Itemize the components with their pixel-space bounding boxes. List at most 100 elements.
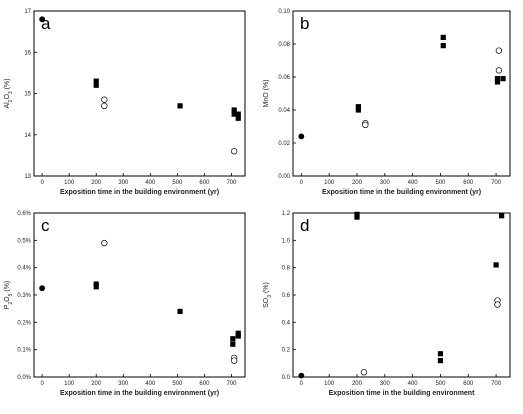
data-point-square xyxy=(440,34,446,40)
data-point-square xyxy=(93,82,99,88)
y-tick-label: 0.0% xyxy=(17,375,31,381)
x-tick-label: 400 xyxy=(145,180,156,186)
data-point-square xyxy=(235,330,241,336)
data-point-square xyxy=(177,308,183,314)
x-tick-label: 200 xyxy=(91,381,102,387)
y-tick-label: 0.06 xyxy=(278,75,290,81)
x-tick-label: 700 xyxy=(491,180,502,186)
panel-letter: b xyxy=(300,14,309,33)
x-tick-label: 500 xyxy=(172,180,183,186)
data-point-open-circle xyxy=(494,301,501,308)
x-tick-label: 0 xyxy=(40,381,44,387)
y-tick-label: 0.2% xyxy=(17,320,31,326)
x-tick-label: 500 xyxy=(435,381,446,387)
x-tick-label: 0 xyxy=(300,381,304,387)
data-point-filled-circle xyxy=(39,16,46,23)
x-tick-label: 700 xyxy=(491,381,502,387)
data-point-open-circle xyxy=(231,148,238,155)
x-tick-label: 300 xyxy=(118,180,129,186)
x-tick-label: 600 xyxy=(199,381,210,387)
data-point-square xyxy=(494,79,501,85)
y-tick-label: 17 xyxy=(24,9,31,15)
data-point-filled-circle xyxy=(39,285,46,292)
y-axis-label: Al2O3 (%) xyxy=(4,78,14,108)
plot-frame xyxy=(33,212,246,378)
y-tick-label: 0.02 xyxy=(278,141,290,147)
panel-a: 0 100 200 300 400 500 600 700 13 14 15 16 17 Expositi… xyxy=(4,9,246,196)
x-tick-label: 300 xyxy=(380,180,391,186)
data-point-square xyxy=(354,214,360,220)
x-tick-label: 600 xyxy=(463,180,474,186)
y-axis-label: MnO (%) xyxy=(263,80,270,108)
x-tick-label: 500 xyxy=(435,180,446,186)
data-point-square xyxy=(499,213,505,219)
data-point-square xyxy=(177,103,183,109)
y-tick-label: 0.4% xyxy=(17,266,31,272)
panel-d: 0 100 200 300 400 500 600 700 0.0 0.2 0.4 0.6 0.8 1.0… xyxy=(263,211,511,397)
panel-letter: d xyxy=(300,216,309,235)
data-point-open-circle xyxy=(360,369,368,376)
y-tick-label: 0.6% xyxy=(17,211,31,217)
y-tick-label: 0.00 xyxy=(278,174,290,180)
y-axis-label: SO3 (%) xyxy=(263,282,273,308)
plot-frame xyxy=(292,212,511,378)
x-tick-label: 600 xyxy=(199,180,210,186)
data-point-square xyxy=(355,104,361,110)
panel-letter: a xyxy=(41,14,51,33)
x-tick-label: 200 xyxy=(91,180,102,186)
x-tick-label: 600 xyxy=(463,381,474,387)
data-point-open-circle xyxy=(231,357,238,364)
y-tick-label: 1.0 xyxy=(282,238,291,244)
panel-letter: c xyxy=(41,216,50,235)
y-tick-label: 16 xyxy=(24,50,31,56)
y-tick-label: 0.6 xyxy=(282,293,291,299)
y-tick-label: 15 xyxy=(24,92,31,98)
y-tick-label: 0.10 xyxy=(278,9,290,15)
data-point-square xyxy=(437,351,444,357)
data-point-square xyxy=(93,78,99,84)
data-point-square xyxy=(493,262,499,268)
y-axis-label: P2O5 (%) xyxy=(4,281,14,310)
x-tick-label: 0 xyxy=(300,180,304,186)
data-point-square xyxy=(354,211,360,217)
data-point-square xyxy=(231,107,237,113)
data-point-open-circle xyxy=(495,67,503,74)
x-tick-label: 700 xyxy=(226,180,237,186)
y-tick-label: 0.3% xyxy=(17,293,31,299)
data-point-square xyxy=(440,43,446,49)
x-axis-label: Exposition time in the building environm… xyxy=(322,189,481,196)
x-tick-label: 400 xyxy=(408,381,419,387)
x-tick-label: 400 xyxy=(408,180,419,186)
x-tick-label: 100 xyxy=(64,180,75,186)
x-tick-label: 200 xyxy=(352,381,363,387)
data-point-square xyxy=(494,76,501,82)
x-tick-label: 300 xyxy=(380,381,391,387)
data-point-square xyxy=(235,333,241,339)
y-tick-label: 0.8 xyxy=(282,266,291,272)
data-point-open-circle xyxy=(495,47,503,54)
x-axis-label: Exposition time in the building environm… xyxy=(329,390,476,397)
x-tick-label: 500 xyxy=(172,381,183,387)
y-tick-label: 0.1% xyxy=(17,348,31,354)
data-point-square xyxy=(230,341,236,347)
data-point-open-circle xyxy=(362,121,369,128)
x-tick-label: 400 xyxy=(145,381,156,387)
x-tick-label: 300 xyxy=(118,381,129,387)
y-tick-label: 0.04 xyxy=(278,108,290,114)
data-point-square xyxy=(93,284,99,290)
panel-c: 0 100 200 300 400 500 600 700 0.0% 0.1% 0.2% 0.3% 0.… xyxy=(4,211,246,397)
x-tick-label: 100 xyxy=(64,381,75,387)
y-tick-label: 1.2 xyxy=(282,211,291,217)
panel-b: 0 100 200 300 400 500 600 700 0.00 0.02 0.04 0.06 0.… xyxy=(263,9,511,196)
data-point-square xyxy=(235,111,241,117)
y-tick-label: 0.2 xyxy=(282,348,291,354)
plot-frame xyxy=(33,10,246,177)
data-point-square xyxy=(235,115,241,121)
y-tick-label: 14 xyxy=(24,133,31,139)
x-tick-label: 200 xyxy=(352,180,363,186)
data-point-square xyxy=(230,336,236,342)
y-tick-label: 13 xyxy=(24,174,31,180)
data-point-square xyxy=(355,107,361,113)
plot-frame xyxy=(292,10,511,177)
